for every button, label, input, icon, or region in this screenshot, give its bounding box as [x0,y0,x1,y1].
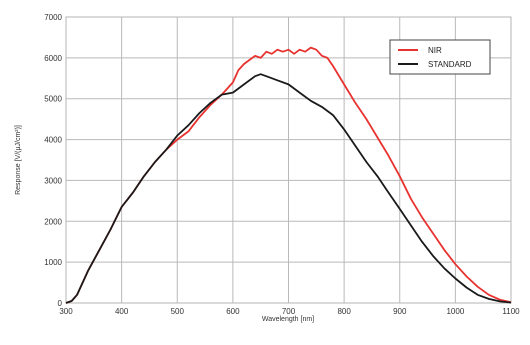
x-tick-label: 400 [115,307,129,316]
y-tick-label: 5000 [44,95,62,104]
x-tick-label: 700 [282,307,296,316]
x-tick-label: 1000 [446,307,464,316]
y-tick-label: 6000 [44,54,62,63]
x-tick-label: 500 [171,307,185,316]
y-tick-label: 0 [58,299,63,308]
legend-standard-label: STANDARD [428,60,472,69]
x-tick-label: 800 [337,307,351,316]
legend: NIR STANDARD [390,40,490,74]
x-axis-label: Wavelength [nm] [262,316,314,323]
legend-nir-label: NIR [428,46,442,55]
x-tick-label: 900 [393,307,407,316]
y-tick-labels: 0 1000 2000 3000 4000 5000 6000 7000 [44,13,62,308]
y-tick-label: 2000 [44,217,62,226]
x-tick-label: 600 [226,307,240,316]
y-tick-label: 7000 [44,13,62,22]
y-axis-label: Response [V/(µJ/cm²)] [15,125,22,195]
x-tick-label: 1100 [502,307,520,316]
y-tick-label: 4000 [44,136,62,145]
x-tick-label: 300 [59,307,73,316]
y-tick-label: 3000 [44,176,62,185]
y-tick-label: 1000 [44,258,62,267]
x-tick-labels: 300 400 500 600 700 800 900 1000 1100 [59,307,520,316]
